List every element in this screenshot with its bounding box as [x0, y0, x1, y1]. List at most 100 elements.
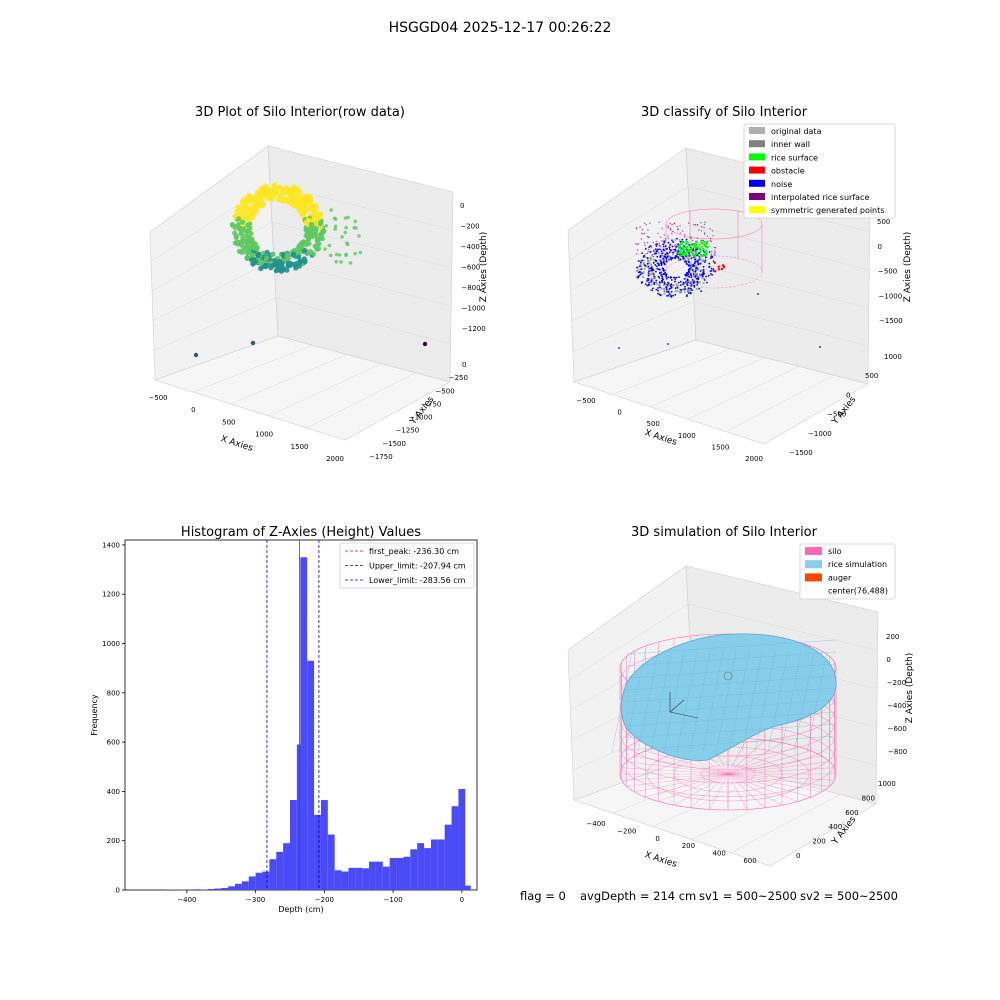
raw-z-tick-4: −800 — [461, 284, 480, 292]
cls-interp-point-83 — [658, 221, 660, 223]
cls-wall-point-194 — [696, 274, 699, 277]
cls-noise-point-359 — [661, 267, 664, 270]
sim-y-tick-5: 1000 — [878, 780, 896, 788]
sim-z-tick-4: −600 — [888, 725, 907, 733]
cls-interp-point-99 — [657, 232, 659, 235]
cls-noise-point-380 — [685, 295, 688, 298]
hist-bar-23 — [320, 800, 328, 890]
hist-xtick-3: −100 — [384, 896, 403, 904]
sim-xlabel: X Axies — [643, 850, 678, 870]
hist-ytick-5: 1000 — [102, 640, 120, 648]
cls-wall-point-185 — [642, 271, 646, 274]
cls-noise-point-221 — [671, 257, 674, 259]
raw-point-480 — [298, 258, 304, 264]
raw-x-tick-5: 2000 — [326, 455, 344, 463]
hist-ytick-7: 1400 — [102, 541, 120, 549]
raw-point-491 — [307, 195, 313, 201]
hist-bar-31 — [375, 861, 383, 890]
hist-bar-20 — [300, 557, 308, 890]
raw-outlier-23 — [337, 253, 342, 257]
cls-wall-point-177 — [655, 281, 658, 284]
raw-outlier-24 — [344, 253, 348, 257]
cls-noise-point-263 — [697, 263, 700, 266]
cls-legend-label-2: rice surface — [771, 153, 818, 162]
cls-interp-point-151 — [663, 234, 665, 236]
cls-noise-point-253 — [662, 249, 665, 251]
cls-noise-point-126 — [662, 257, 664, 260]
cls-noise-point-105 — [666, 284, 669, 286]
raw-point-438 — [244, 210, 250, 216]
cls-interp-point-44 — [655, 240, 657, 243]
cls-legend-label-4: noise — [771, 180, 792, 189]
hist-ytick-3: 600 — [107, 739, 120, 747]
cls-noise-point-242 — [679, 280, 682, 283]
cls-noise-point-345 — [669, 284, 672, 287]
cls-noise-point-246 — [696, 277, 698, 280]
cls-noise-point-205 — [704, 259, 707, 262]
cls-noise-point-314 — [710, 267, 713, 270]
hist-bar-36 — [410, 849, 418, 890]
raw-point-450 — [255, 253, 261, 259]
cls-rice-point-71 — [694, 240, 698, 244]
cls-wall-point-193 — [695, 287, 698, 290]
raw-outlier-21 — [358, 250, 363, 255]
hist-bar-29 — [362, 868, 370, 890]
hist-title: Histogram of Z-Axies (Height) Values — [181, 525, 421, 540]
cls-interp-point-43 — [714, 247, 717, 249]
raw-y-tick-5: −1250 — [396, 427, 420, 435]
cls-legend-swatch-4 — [749, 179, 765, 187]
cls-interp-point-30 — [690, 237, 693, 239]
raw-point-502 — [255, 196, 261, 202]
cls-interp-point-79 — [684, 233, 686, 236]
sim-x-tick-2: 0 — [655, 835, 659, 843]
cls-noise-point-379 — [638, 275, 640, 277]
raw-y-tick-4: −1000 — [409, 414, 433, 422]
cls-wall-point-176 — [657, 252, 661, 255]
cls-noise-point-279 — [641, 259, 644, 262]
hist-bar-28 — [355, 867, 363, 890]
raw-point-220 — [245, 198, 251, 205]
raw-point-346 — [236, 248, 242, 254]
cls-rice-point-75 — [695, 251, 698, 255]
cls-z-tick-1: 0 — [878, 243, 882, 251]
cls-noise-point-391 — [676, 256, 679, 258]
cls-noise-point-47 — [665, 288, 668, 291]
cls-interp-point-152 — [670, 228, 672, 230]
cls-interp-point-132 — [647, 229, 649, 231]
cls-interp-point-130 — [693, 224, 695, 226]
cls-noise-point-396 — [679, 258, 682, 261]
cls-noise-point-60 — [656, 265, 658, 268]
raw-point-286 — [296, 254, 302, 260]
raw-z-ticks: 0 −200 −400 −600 −800 −1000 −1200 — [460, 202, 486, 333]
cls-wall-point-168 — [675, 289, 679, 292]
footer-status: flag = 0 avgDepth = 214 cm sv1 = 500~250… — [520, 889, 898, 903]
cls-noise-point-303 — [678, 276, 680, 278]
cls-noise-point-418 — [694, 258, 697, 261]
panel-simulation-3d: 3D simulation of Silo Interior −400 −200 0… — [567, 525, 915, 870]
cls-noise-point-65 — [655, 252, 658, 255]
sim-legend-label-0: silo — [828, 547, 842, 556]
classify-legend: original data inner wall rice surface obsta… — [743, 123, 896, 219]
cls-wall-point-52 — [639, 263, 642, 266]
cls-interp-point-110 — [672, 230, 674, 233]
hist-bar-11 — [241, 881, 249, 890]
hist-bar-44 — [463, 885, 471, 890]
cls-noise-point-14 — [658, 272, 661, 275]
cls-wall-point-83 — [678, 291, 681, 294]
raw-z-tick-3: −600 — [461, 264, 480, 272]
cls-rice-point-24 — [691, 252, 694, 255]
sim-z-tick-1: 0 — [886, 656, 890, 664]
cls-interp-point-15 — [700, 239, 702, 242]
cls-interp-point-115 — [636, 243, 638, 246]
hist-bar-4 — [193, 889, 201, 890]
cls-noise-point-174 — [666, 252, 669, 255]
cls-noise-point-194 — [682, 283, 684, 286]
raw-point-354 — [280, 190, 286, 196]
hist-bar-22 — [314, 814, 321, 890]
raw-point-436 — [314, 236, 320, 243]
cls-legend-label-0: original data — [771, 127, 822, 136]
cls-x-tick-3: 1000 — [678, 432, 696, 440]
cls-noise-point-377 — [659, 255, 662, 257]
cls-interp-point-38 — [679, 239, 681, 241]
